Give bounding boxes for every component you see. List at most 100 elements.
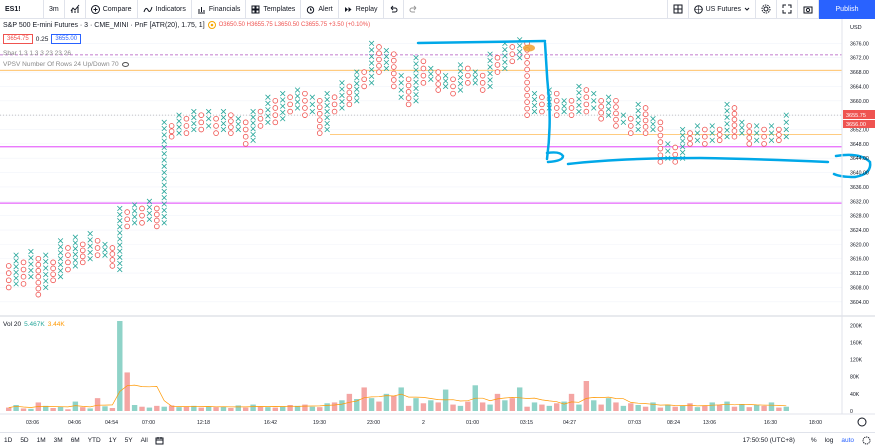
range-1d[interactable]: 1D (4, 436, 13, 444)
undo-button[interactable] (384, 0, 404, 19)
compare-button[interactable]: Compare (86, 0, 138, 19)
symbol-search[interactable]: ES1! (0, 0, 44, 19)
pnf-x-column (43, 252, 49, 291)
pnf-x-mark (768, 123, 775, 129)
volume-bar (272, 407, 279, 411)
range-1y[interactable]: 1Y (108, 436, 117, 444)
range-ytd[interactable]: YTD (87, 436, 101, 444)
range-3m[interactable]: 3M (53, 436, 63, 444)
interval-button[interactable]: 3m (44, 0, 65, 19)
eye-icon[interactable] (121, 62, 129, 67)
replay-button[interactable]: Replay (339, 0, 384, 19)
pnf-x-column (724, 101, 730, 140)
pnf-x-column (161, 119, 167, 226)
pnf-x-mark (28, 261, 34, 267)
indicator1-legend[interactable]: Sbar 1.3 1.3 3 23 23 26 (3, 50, 71, 57)
pnf-o-column (598, 97, 604, 122)
price-tick-label: 3664.00 (850, 84, 869, 90)
pnf-o-mark (494, 62, 501, 68)
pnf-x-mark (161, 151, 167, 157)
layout-button[interactable] (666, 0, 689, 19)
pnf-o-mark (346, 101, 353, 108)
pnf-x-mark (665, 148, 671, 154)
alert-button[interactable]: Alert (301, 0, 339, 19)
pnf-x-column (72, 234, 79, 269)
redo-button[interactable] (404, 0, 423, 19)
pnf-x-mark (87, 237, 93, 243)
calendar-icon[interactable] (155, 436, 164, 445)
price-tick-label: 3668.00 (850, 70, 869, 76)
publish-button[interactable]: Publish (819, 0, 875, 19)
pnf-o-mark (257, 108, 264, 115)
time-tick-label: 16:42 (264, 420, 277, 426)
range-6m[interactable]: 6M (70, 436, 80, 444)
current-price-label: 3655.75 (846, 113, 866, 119)
volume-bar (435, 402, 441, 411)
pnf-x-mark (13, 275, 19, 281)
volume-legend[interactable]: Vol 20 5.467K 3.44K (3, 321, 65, 328)
pnf-x-mark (57, 274, 64, 280)
volume-axis[interactable]: 200K 160K 120K 80K 40K 0 (850, 323, 863, 415)
pnf-o-mark (776, 132, 782, 138)
pnf-x-mark (517, 55, 523, 61)
pnf-o-column (390, 51, 397, 90)
pnf-x-mark (146, 198, 153, 204)
pnf-x-mark (28, 267, 34, 274)
pnf-o-column (539, 94, 545, 115)
settings-small-icon[interactable] (862, 436, 871, 445)
pnf-columns (5, 37, 789, 298)
pnf-x-mark (72, 246, 79, 252)
volume-bar (716, 405, 723, 411)
annotation-vertical-stroke (543, 41, 551, 161)
volume-bar (354, 399, 360, 411)
pnf-o-mark (420, 72, 427, 79)
pnf-o-mark (509, 51, 516, 57)
snapshot-button[interactable] (798, 0, 819, 19)
pnf-o-mark (109, 263, 116, 269)
ask-price[interactable]: 3655.00 (51, 34, 82, 44)
auto-toggle[interactable]: auto (841, 436, 854, 444)
pnf-o-column (761, 126, 767, 147)
price-axis[interactable]: 3676.003672.003668.003664.003660.003656.… (850, 41, 869, 305)
time-axis[interactable]: 03:06 04:06 04:54 07:00 12:18 16:42 19:30 23:00… (26, 420, 822, 426)
pnf-x-mark (694, 123, 701, 129)
pnf-x-mark (724, 127, 730, 133)
clock-label[interactable]: 17:50:50 (UTC+8) (742, 436, 795, 444)
chart-settings-icon[interactable] (857, 417, 867, 427)
fullscreen-button[interactable] (777, 0, 798, 19)
volume-bar (124, 372, 130, 411)
pnf-x-mark (487, 57, 493, 64)
watchlist-button[interactable]: US Futures (689, 0, 756, 19)
bid-ask-row: 3654.75 0.25 3655.00 (3, 34, 82, 44)
pnf-x-column (191, 108, 197, 133)
percent-toggle[interactable]: % (810, 436, 817, 444)
pnf-chart[interactable]: 3676.00 3672.00 3668.00 3664.00 3660.00 3656.… (0, 19, 875, 432)
financials-button[interactable]: Financials (192, 0, 247, 19)
chart-type-button[interactable] (65, 0, 86, 19)
indicator2-legend[interactable]: VPSV Number Of Rows 24 Up/Down 70 (3, 61, 129, 68)
pnf-x-mark (709, 137, 715, 143)
indicators-button[interactable]: Indicators (138, 0, 192, 19)
volume-bar (761, 405, 767, 411)
pnf-o-mark (228, 130, 234, 136)
templates-button[interactable]: Templates (246, 0, 302, 19)
series-title[interactable]: S&P 500 E-mini Futures · 3 · CME_MINI · … (3, 21, 205, 29)
pnf-x-column (768, 123, 775, 143)
camera-icon (803, 6, 813, 13)
symbol-label: ES1! (5, 5, 21, 13)
range-1m[interactable]: 1M (36, 436, 46, 444)
range-all[interactable]: All (140, 436, 148, 444)
pnf-x-mark (413, 67, 419, 73)
pnf-o-mark (642, 124, 649, 130)
pnf-o-mark (405, 76, 412, 83)
volume-bar (250, 404, 256, 411)
bid-price[interactable]: 3654.75 (3, 34, 33, 44)
pnf-x-mark (280, 109, 286, 116)
indicators-icon (143, 6, 153, 12)
pnf-x-mark (205, 123, 212, 129)
log-toggle[interactable]: log (824, 436, 834, 444)
range-5d[interactable]: 5D (20, 436, 29, 444)
pnf-o-mark (687, 141, 693, 147)
range-5y[interactable]: 5Y (124, 436, 133, 444)
settings-button[interactable] (756, 0, 777, 19)
